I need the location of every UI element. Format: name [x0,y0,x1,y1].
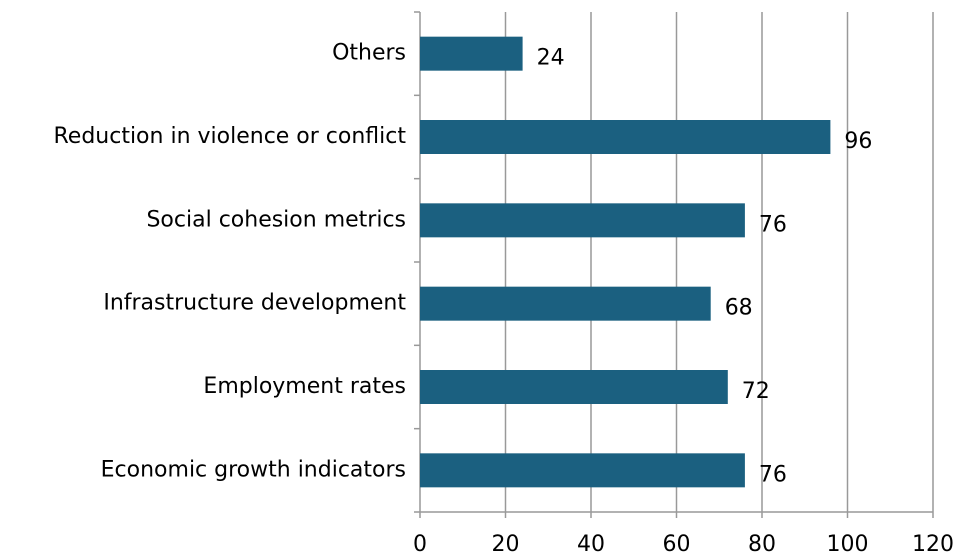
y-tick-label: Social cohesion metrics [146,207,406,232]
value-label: 76 [759,462,787,487]
bar [420,203,745,238]
x-tick-label: 100 [827,532,869,557]
value-label: 76 [759,212,787,237]
bar [420,286,711,321]
bar [420,370,728,404]
y-tick-label: Infrastructure development [103,291,406,316]
bar [420,120,831,154]
x-tick-label: 120 [912,532,954,557]
value-label: 96 [844,129,872,154]
y-tick-label: Employment rates [203,374,406,399]
x-tick-label: 20 [492,532,520,557]
x-tick-label: 40 [577,532,605,557]
y-tick-label: Reduction in violence or conflict [53,124,406,149]
bar [420,36,523,71]
value-label: 72 [742,379,770,404]
value-label: 68 [725,296,753,321]
value-label: 24 [537,46,565,71]
x-tick-label: 60 [663,532,691,557]
x-tick-label: 0 [413,532,427,557]
x-tick-label: 80 [748,532,776,557]
bar [420,453,745,488]
y-tick-label: Economic growth indicators [101,457,406,482]
y-tick-label: Others [332,41,406,66]
